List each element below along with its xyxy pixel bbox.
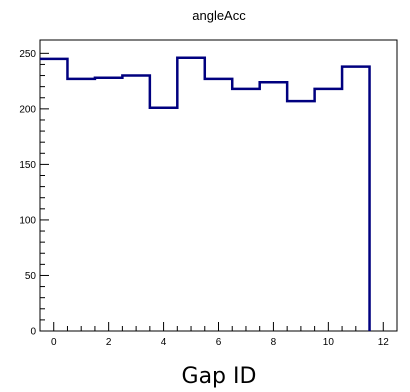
y-tick-label: 150 [19,160,36,171]
x-tick-label: 10 [323,337,335,348]
chart-title: angleAcc [192,8,246,23]
y-tick-label: 50 [25,271,37,282]
y-tick-label: 0 [30,327,36,338]
x-tick-label: 6 [216,337,222,348]
x-tick-label: 2 [106,337,112,348]
histogram-series-line [40,56,371,331]
y-axis: 0 50 100 150 200 250 [19,49,49,338]
x-tick-label: 8 [271,337,277,348]
x-axis-title: Gap ID [182,364,257,389]
x-axis: 0 2 4 6 8 10 12 [51,322,389,348]
y-tick-label: 250 [19,49,36,60]
y-tick-label: 200 [19,104,36,115]
x-tick-label: 0 [51,337,57,348]
x-tick-label: 12 [378,337,390,348]
x-tick-label: 4 [161,337,167,348]
y-tick-label: 100 [19,215,36,226]
